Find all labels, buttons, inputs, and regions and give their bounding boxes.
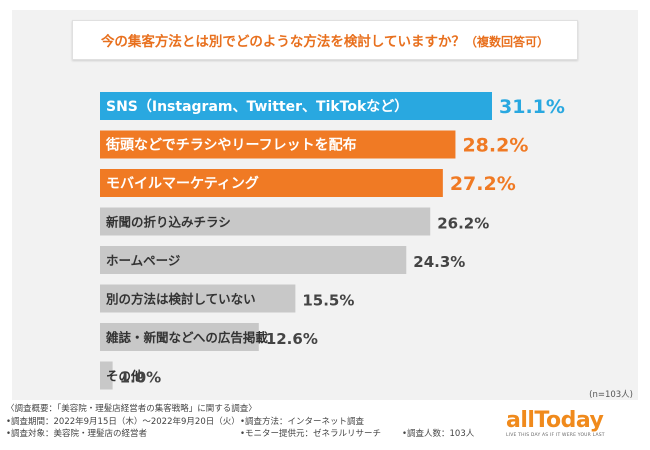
value-label-5: 15.5% (302, 292, 354, 310)
alltoday-logo: allToday LIVE THIS DAY AS IF IT WERE YOU… (506, 408, 634, 442)
bar-6 (100, 323, 259, 351)
value-label-2: 27.2% (450, 173, 516, 195)
chart-title-sub: （複数回答可） (465, 35, 550, 49)
sample-size-note: (n=103人) (589, 390, 633, 400)
bar-3 (100, 207, 431, 236)
category-label-6: 雑誌・新聞などへの広告掲載 (105, 330, 268, 345)
footer-target: •調査対象：美容院・理髪店の経営者 (6, 429, 148, 439)
value-label-1: 28.2% (462, 135, 528, 157)
category-label-3: 新聞の折り込みチラシ (106, 215, 231, 230)
value-label-0: 31.1% (499, 96, 565, 118)
logo-tagline: LIVE THIS DAY AS IF IT WERE YOUR LAST (506, 433, 605, 438)
value-label-3: 26.2% (437, 215, 489, 233)
footer-provider: •モニター提供元：ゼネラルリサーチ (240, 429, 382, 439)
category-label-7: その他 (106, 369, 144, 384)
chart-title-main: 今の集客方法とは別でどのような方法を検討していますか？ (100, 34, 466, 50)
value-label-4: 24.3% (413, 253, 465, 271)
chart-title: 今の集客方法とは別でどのような方法を検討していますか？（複数回答可） (101, 30, 549, 50)
category-label-5: 別の方法は検討していない (105, 292, 256, 307)
bar-7 (100, 361, 113, 390)
bar-5 (100, 284, 296, 313)
footer-period: •調査期間：2022年9月15日（木）〜2022年9月20日（火） (6, 416, 240, 427)
footer-method: •調査方法：インターネット調査 (240, 416, 365, 427)
footer-sample-count: •調査人数：103人 (402, 429, 475, 439)
title-box: 今の集客方法とは別でどのような方法を検討していますか？（複数回答可） (72, 20, 578, 60)
category-label-4: ホームページ (106, 253, 181, 268)
value-label-7: 1.0% (120, 369, 162, 387)
bar-2 (100, 169, 443, 197)
category-label-1: 街頭などでチラシやリーフレットを配布 (105, 137, 357, 154)
logo-text: allToday (506, 408, 604, 433)
bar-1 (100, 130, 456, 159)
category-label-0: SNS（Instagram、Twitter、TikTokなど） (106, 99, 408, 115)
value-label-6: 12.6% (266, 330, 318, 348)
bar-4 (100, 246, 407, 274)
footer-survey-title: 〈調査概要：「美容院・理髪店経営者の集客戦略」に関する調査〉 (6, 404, 257, 414)
bar-0 (100, 92, 492, 120)
category-label-2: モバイルマーケティング (106, 175, 259, 192)
